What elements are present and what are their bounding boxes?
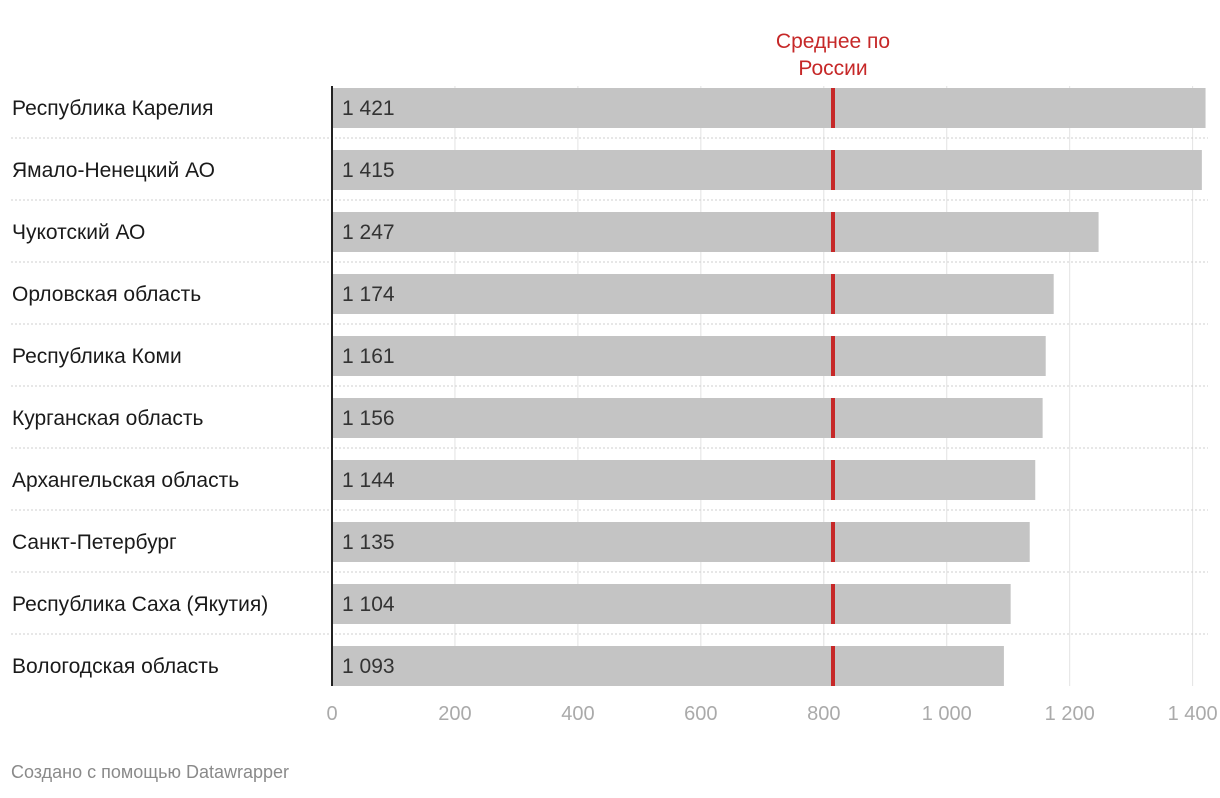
- bar-value-label: 1 135: [342, 531, 395, 554]
- bar-value-label: 1 247: [342, 221, 395, 244]
- bar-value-label: 1 093: [342, 655, 395, 678]
- bar: [332, 522, 1030, 562]
- bar: [332, 460, 1036, 500]
- row-separators: [11, 137, 1208, 635]
- bar: [332, 336, 1046, 376]
- bar-value-label: 1 156: [342, 407, 395, 430]
- category-label: Курганская область: [12, 407, 203, 430]
- reference-line-group: Среднее по России: [776, 30, 890, 686]
- bar: [332, 212, 1099, 252]
- x-tick-label: 1 000: [922, 703, 972, 725]
- bar: [332, 398, 1043, 438]
- x-tick-label: 200: [438, 703, 471, 725]
- bar: [332, 646, 1004, 686]
- bar-value-label: 1 144: [342, 469, 395, 492]
- category-label: Республика Коми: [12, 345, 182, 368]
- x-axis-ticks: 0 200 400 600 800 1 000 1 200 1 400: [326, 703, 1217, 725]
- bar-value-label: 1 161: [342, 345, 395, 368]
- bar-value-label: 1 104: [342, 593, 395, 616]
- bar: [332, 88, 1206, 128]
- category-label: Республика Саха (Якутия): [12, 593, 268, 616]
- category-label: Чукотский АО: [12, 221, 145, 244]
- category-label: Архангельская область: [12, 469, 239, 492]
- footer-credit: Создано с помощью Datawrapper: [11, 762, 290, 782]
- x-tick-label: 1 400: [1168, 703, 1218, 725]
- category-label: Республика Карелия: [12, 97, 214, 120]
- category-label: Орловская область: [12, 283, 201, 306]
- reference-line-label: России: [798, 57, 867, 80]
- x-tick-label: 400: [561, 703, 594, 725]
- x-tick-label: 1 200: [1045, 703, 1095, 725]
- category-label: Ямало-Ненецкий АО: [12, 159, 215, 182]
- x-tick-label: 800: [807, 703, 840, 725]
- bar: [332, 584, 1011, 624]
- category-labels: Республика Карелия Ямало-Ненецкий АО Чукот…: [12, 97, 268, 678]
- value-labels: 1 421 1 415 1 247 1 174 1 161 1 156 1 144 1 135…: [342, 97, 395, 678]
- bar-value-label: 1 174: [342, 283, 395, 306]
- bar: [332, 274, 1054, 314]
- bar: [332, 150, 1202, 190]
- bars: [332, 88, 1206, 686]
- bar-value-label: 1 421: [342, 97, 395, 120]
- x-tick-label: 600: [684, 703, 717, 725]
- category-label: Санкт-Петербург: [12, 531, 177, 554]
- category-label: Вологодская область: [12, 655, 219, 678]
- bar-value-label: 1 415: [342, 159, 395, 182]
- x-tick-label: 0: [326, 703, 337, 725]
- reference-line-label: Среднее по: [776, 30, 890, 53]
